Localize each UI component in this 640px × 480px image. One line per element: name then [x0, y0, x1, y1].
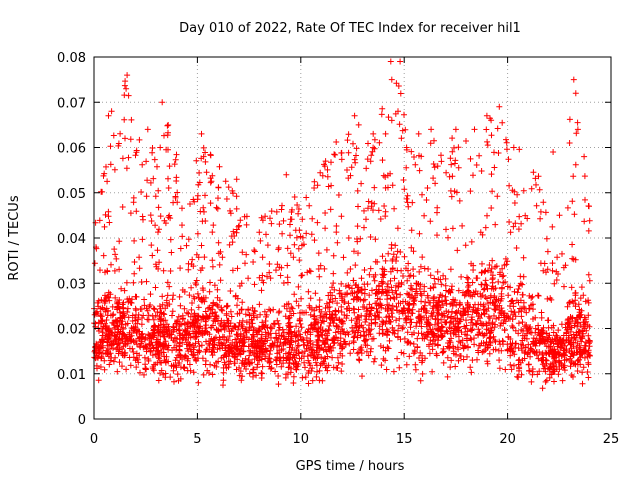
x-tick-label: 20 — [499, 432, 516, 447]
y-tick-label: 0.02 — [57, 323, 86, 338]
y-tick-label: 0.08 — [57, 51, 86, 66]
chart-title: Day 010 of 2022, Rate Of TEC Index for r… — [179, 21, 521, 36]
axis-ticks: 0 0.01 0.02 0.03 0.04 0.05 0.06 0.07 0.08 0 5 10 15 2… — [57, 51, 619, 447]
x-tick-label: 0 — [90, 432, 98, 447]
y-axis-label: ROTI / TECUs — [7, 195, 22, 280]
x-tick-label: 15 — [396, 432, 413, 447]
roti-series-points — [91, 58, 593, 392]
x-tick-label: 25 — [603, 432, 620, 447]
x-axis-label: GPS time / hours — [296, 459, 405, 474]
y-tick-label: 0.01 — [57, 368, 86, 383]
x-tick-label: 5 — [193, 432, 201, 447]
x-tick-label: 10 — [293, 432, 310, 447]
y-tick-label: 0.05 — [57, 187, 86, 202]
y-tick-label: 0 — [78, 413, 86, 428]
data-points — [91, 58, 593, 392]
y-tick-label: 0.04 — [57, 232, 86, 247]
y-tick-label: 0.07 — [57, 96, 86, 111]
y-tick-label: 0.03 — [57, 277, 86, 292]
y-tick-label: 0.06 — [57, 142, 86, 157]
